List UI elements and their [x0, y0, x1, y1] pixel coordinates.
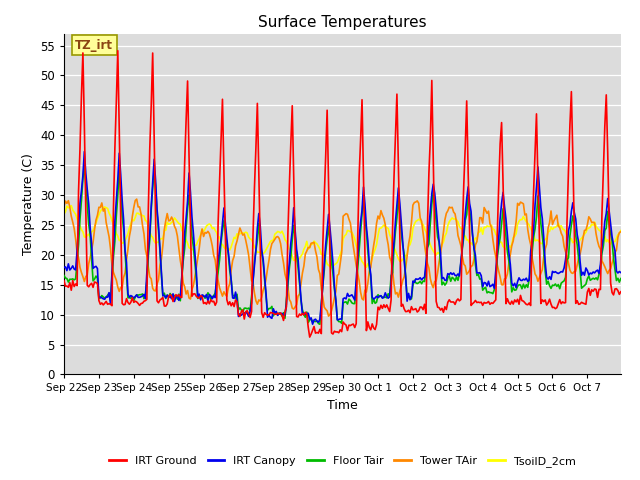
Text: TZ_irt: TZ_irt: [75, 39, 113, 52]
Legend: IRT Ground, IRT Canopy, Floor Tair, Tower TAir, TsoilD_2cm: IRT Ground, IRT Canopy, Floor Tair, Towe…: [105, 451, 580, 471]
Title: Surface Temperatures: Surface Temperatures: [258, 15, 427, 30]
Y-axis label: Temperature (C): Temperature (C): [22, 153, 35, 255]
X-axis label: Time: Time: [327, 399, 358, 412]
